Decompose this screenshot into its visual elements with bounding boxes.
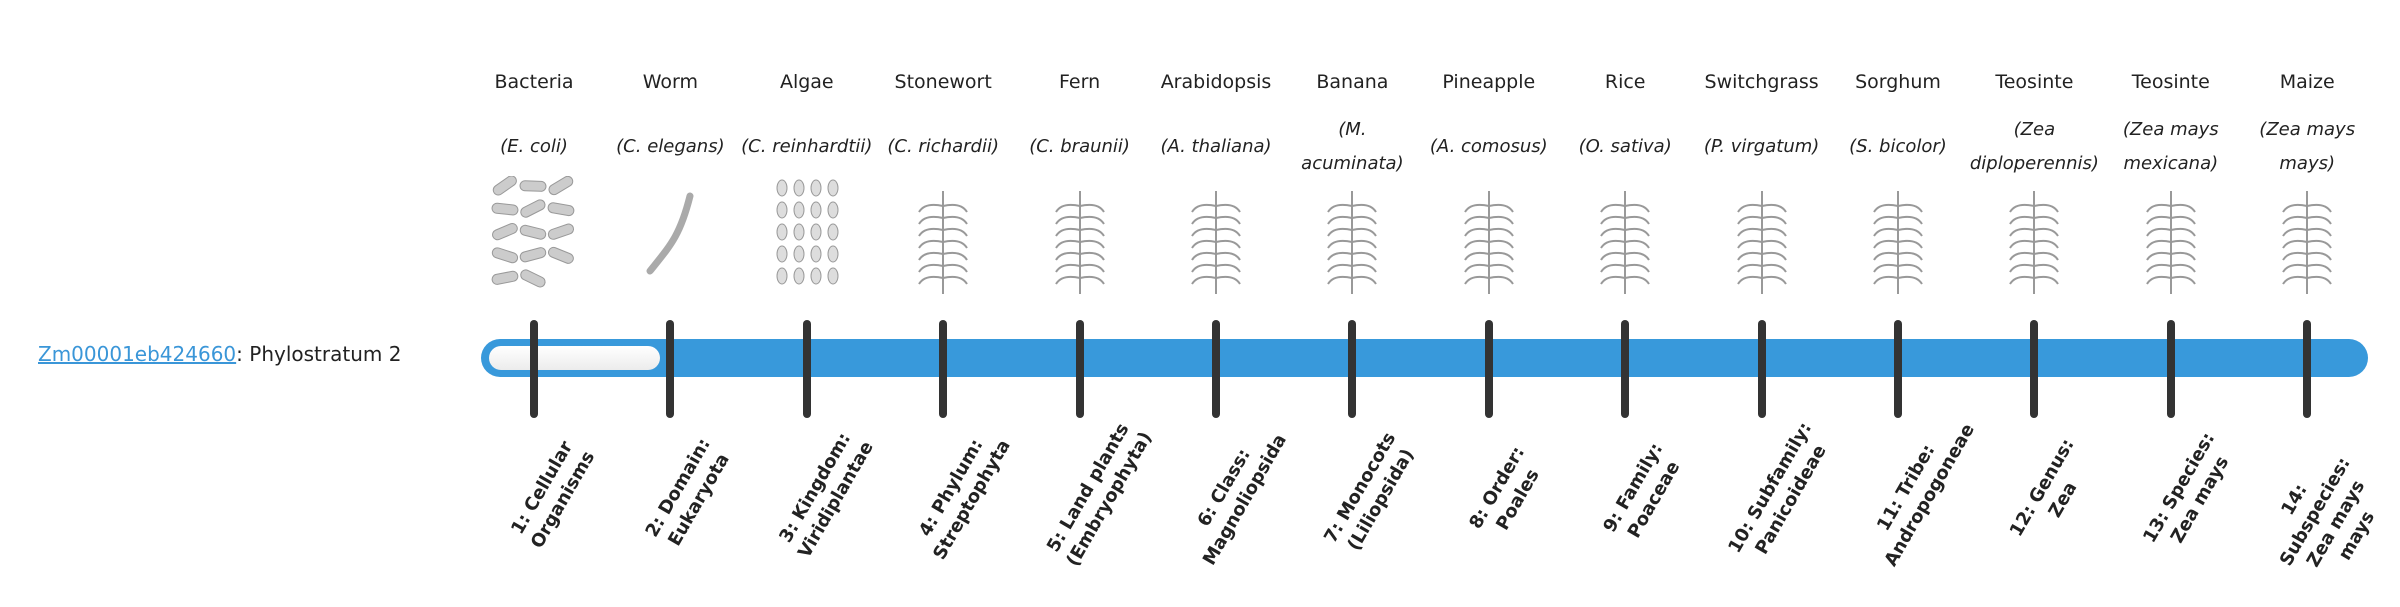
organism-species: (P. virgatum) — [1694, 112, 1830, 182]
species-text: (Zea mays mays) — [2259, 119, 2356, 174]
organism-name: Sorghum — [1855, 71, 1941, 93]
organism-name: Pineapple — [1442, 71, 1536, 93]
species-text: (Zea diploperennis) — [1969, 119, 2099, 174]
stratum-label: 10: Subfamily: Panicoideae — [1723, 418, 1831, 559]
species-text: (C. reinhardtii) — [741, 136, 873, 157]
phylostratum-label: Phylostratum 2 — [249, 342, 402, 366]
organism-name: Worm — [642, 71, 699, 93]
stratum-tick — [2166, 320, 2175, 418]
stratum-tick — [1894, 320, 1902, 418]
stratum-label: 6: Class: Magnoliopsida — [1193, 430, 1291, 569]
species-text: (M. acuminata) — [1301, 119, 1404, 174]
teosinte-illustration — [2103, 176, 2239, 296]
sorghum-illustration — [1830, 176, 1966, 296]
organism-species: (O. sativa) — [1557, 112, 1693, 182]
stratum-label: 1: Cellular Organisms — [507, 437, 600, 552]
organism-name: Bacteria — [494, 71, 574, 93]
banana-illustration — [1284, 176, 1420, 296]
organism-species: (Zea mays mays) — [2239, 112, 2375, 182]
stratum-tick — [1348, 320, 1357, 418]
organism-species: (M. acuminata) — [1284, 112, 1420, 182]
organism-species: (A. thaliana) — [1148, 112, 1284, 182]
stratum-tick — [530, 320, 538, 418]
stratum-tick — [1212, 320, 1220, 418]
algae-illustration — [739, 176, 875, 296]
species-text: (P. virgatum) — [1703, 136, 1820, 157]
gene-label: Zm00001eb424660: Phylostratum 2 — [38, 342, 401, 366]
species-text: (C. richardii) — [887, 136, 999, 157]
stratum-tick — [939, 320, 948, 418]
organism-name: Switchgrass — [1704, 71, 1819, 93]
stratum-tick — [1757, 320, 1766, 418]
species-text: (O. sativa) — [1578, 136, 1672, 157]
species-text: (C. elegans) — [616, 136, 725, 157]
maize-illustration — [2239, 176, 2375, 296]
arabidopsis-illustration — [1148, 176, 1284, 296]
stratum-label: 5: Land plants (Embryophyta) — [1042, 419, 1156, 570]
organism-name: Banana — [1316, 71, 1389, 93]
species-text: (A. comosus) — [1429, 136, 1548, 157]
stratum-tick — [1621, 320, 1630, 418]
stonewort-illustration — [875, 176, 1011, 296]
stratum-label: 3: Kingdom: Viridiplantae — [775, 429, 878, 562]
species-text: (E. coli) — [500, 136, 568, 157]
switchgrass-illustration — [1694, 176, 1830, 296]
organism-name: Arabidopsis — [1160, 71, 1272, 93]
organism-species: (Zea diploperennis) — [1966, 112, 2102, 182]
organism-species: (S. bicolor) — [1830, 112, 1966, 182]
organism-name: Algae — [779, 71, 834, 93]
organism-name: Teosinte — [1995, 71, 2074, 93]
organism-name: Fern — [1059, 71, 1101, 93]
stratum-label: 14: Subspecies: Zea mays mays — [2275, 453, 2380, 571]
organism-species: (C. braunii) — [1012, 112, 1148, 182]
gene-link[interactable]: Zm00001eb424660 — [38, 342, 237, 366]
organism-name: Teosinte — [2131, 71, 2210, 93]
stratum-label: 12: Genus: Zea — [2006, 435, 2082, 541]
organism-name: Maize — [2279, 71, 2335, 93]
stratum-tick — [1484, 320, 1493, 418]
stratum-label: 4: Phylum: Streptophyta — [915, 435, 1015, 564]
stratum-label: 8: Order: Poales — [1465, 442, 1544, 534]
organism-name: Rice — [1604, 71, 1646, 93]
rice-illustration — [1557, 176, 1693, 296]
pineapple-illustration — [1421, 176, 1557, 296]
worm-illustration — [602, 176, 738, 296]
stratum-tick — [2030, 320, 2039, 418]
organism-species: (C. reinhardtii) — [739, 112, 875, 182]
gene-separator: : — [236, 342, 243, 366]
stratum-tick — [2303, 320, 2312, 418]
species-text: (A. thaliana) — [1160, 136, 1272, 157]
organism-species: (A. comosus) — [1421, 112, 1557, 182]
stratum-label: 13: Species: Zea mays — [2138, 429, 2233, 547]
organism-name: Stonewort — [894, 71, 992, 93]
fern-illustration — [1012, 176, 1148, 296]
organism-species: (C. elegans) — [602, 112, 738, 182]
stratum-tick — [1075, 320, 1084, 418]
stratum-label: 7: Monocots (Liliopsida) — [1320, 428, 1419, 555]
organism-species: (Zea mays mexicana) — [2103, 112, 2239, 182]
organism-species: (E. coli) — [466, 112, 602, 182]
species-text: (C. braunii) — [1029, 136, 1130, 157]
phylostratum-bar — [481, 339, 2368, 377]
stratum-label: 2: Domain: Eukaryota — [641, 434, 735, 550]
stratum-tick — [666, 320, 675, 418]
stratum-tick — [802, 320, 811, 418]
bacteria-illustration — [466, 175, 602, 296]
stratum-label: 11: Tribe: Andropogoneae — [1873, 420, 1979, 570]
organism-species: (C. richardii) — [875, 112, 1011, 182]
species-text: (S. bicolor) — [1849, 136, 1947, 157]
stratum-label: 9: Family: Poaceae — [1599, 439, 1685, 542]
teosinte-illustration — [1966, 176, 2102, 296]
phylostratum-bar-empty — [489, 346, 661, 370]
species-text: (Zea mays mexicana) — [2122, 119, 2219, 174]
